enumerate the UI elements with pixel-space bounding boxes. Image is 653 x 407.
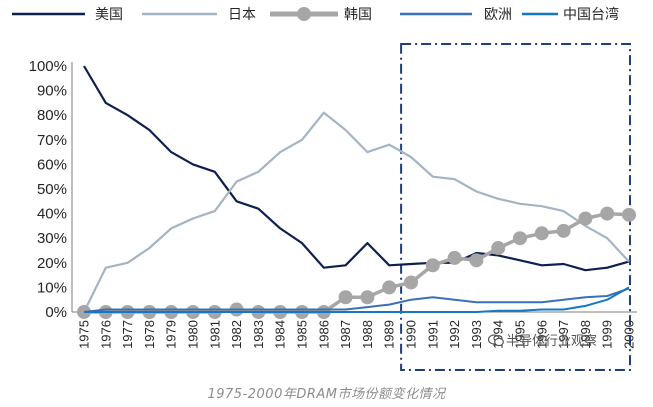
- x-tick-label: 1987: [338, 320, 353, 349]
- y-tick-label: 90%: [37, 83, 67, 100]
- series-line-taiwan: [84, 286, 630, 313]
- legend-marker-korea: [297, 7, 311, 21]
- legend-label-japan: 日本: [228, 7, 256, 23]
- series-line-usa: [83, 65, 630, 272]
- x-tick-label: 1981: [207, 320, 222, 349]
- x-tick-label: 1989: [382, 320, 397, 349]
- y-tick-label: 40%: [37, 206, 67, 223]
- series-line-korea: [84, 211, 630, 314]
- y-tick-label: 100%: [29, 58, 67, 75]
- series-point-korea: [338, 290, 353, 305]
- x-tick-label: 1997: [556, 320, 571, 349]
- watermark: 半导体行业观察: [488, 330, 597, 349]
- x-tick-label: 1993: [469, 320, 484, 349]
- x-tick-label: 1985: [295, 320, 310, 349]
- y-tick-label: 50%: [37, 181, 67, 198]
- x-tick-label: 1991: [425, 320, 440, 349]
- legend-label-korea: 韩国: [344, 7, 372, 23]
- x-tick-label: 1978: [142, 320, 157, 349]
- series-point-korea: [360, 290, 375, 305]
- x-tick-label: 1995: [513, 320, 528, 349]
- series-point-korea: [578, 211, 593, 226]
- watermark-text: 半导体行业观察: [506, 334, 598, 349]
- x-tick-label: 1980: [186, 320, 201, 349]
- x-tick-label: 1998: [578, 320, 593, 349]
- chart-caption: 1975-2000年DRAM市场份额变化情况: [207, 387, 446, 402]
- highlight-box: [400, 43, 631, 371]
- series-point-korea: [534, 226, 549, 241]
- series-line-japan: [83, 111, 630, 313]
- x-tick-label: 1977: [120, 320, 135, 349]
- series-point-korea: [469, 253, 484, 268]
- series-point-korea: [600, 206, 615, 221]
- series-point-korea: [425, 258, 440, 273]
- legend-label-usa: 美国: [95, 7, 123, 23]
- y-tick-label: 70%: [37, 132, 67, 149]
- x-tick-label: 1979: [164, 320, 179, 349]
- series-point-korea: [491, 241, 506, 256]
- series-point-korea: [622, 207, 636, 222]
- wechat-icon: [488, 334, 504, 347]
- y-tick-label: 0%: [45, 304, 67, 321]
- x-tick-label: 1992: [447, 320, 462, 349]
- series-point-korea: [513, 231, 527, 246]
- x-tick-label: 1999: [600, 320, 615, 349]
- series-point-korea: [556, 223, 571, 238]
- x-tick-label: 2000: [622, 320, 637, 349]
- y-tick-label: 30%: [37, 230, 67, 247]
- x-tick-label: 1976: [98, 320, 113, 349]
- series-point-korea: [404, 275, 418, 290]
- x-tick-label: 1990: [404, 320, 419, 349]
- x-tick-label: 1982: [229, 320, 244, 349]
- x-tick-label: 1984: [273, 320, 288, 349]
- y-tick-label: 20%: [37, 255, 67, 272]
- legend-label-europe: 欧洲: [484, 7, 512, 23]
- legend-label-taiwan: 中国台湾: [563, 6, 619, 23]
- x-tick-label: 1975: [77, 320, 92, 349]
- x-tick-label: 1986: [316, 320, 331, 349]
- y-tick-label: 60%: [37, 156, 67, 173]
- y-tick-label: 10%: [37, 279, 67, 296]
- x-tick-label: 1988: [360, 320, 375, 349]
- series-point-korea: [447, 250, 462, 265]
- y-tick-label: 80%: [37, 107, 67, 124]
- series-line-europe: [83, 287, 630, 313]
- x-tick-label: 1983: [251, 320, 266, 349]
- x-tick-label: 1996: [534, 320, 549, 349]
- series-point-korea: [382, 280, 397, 295]
